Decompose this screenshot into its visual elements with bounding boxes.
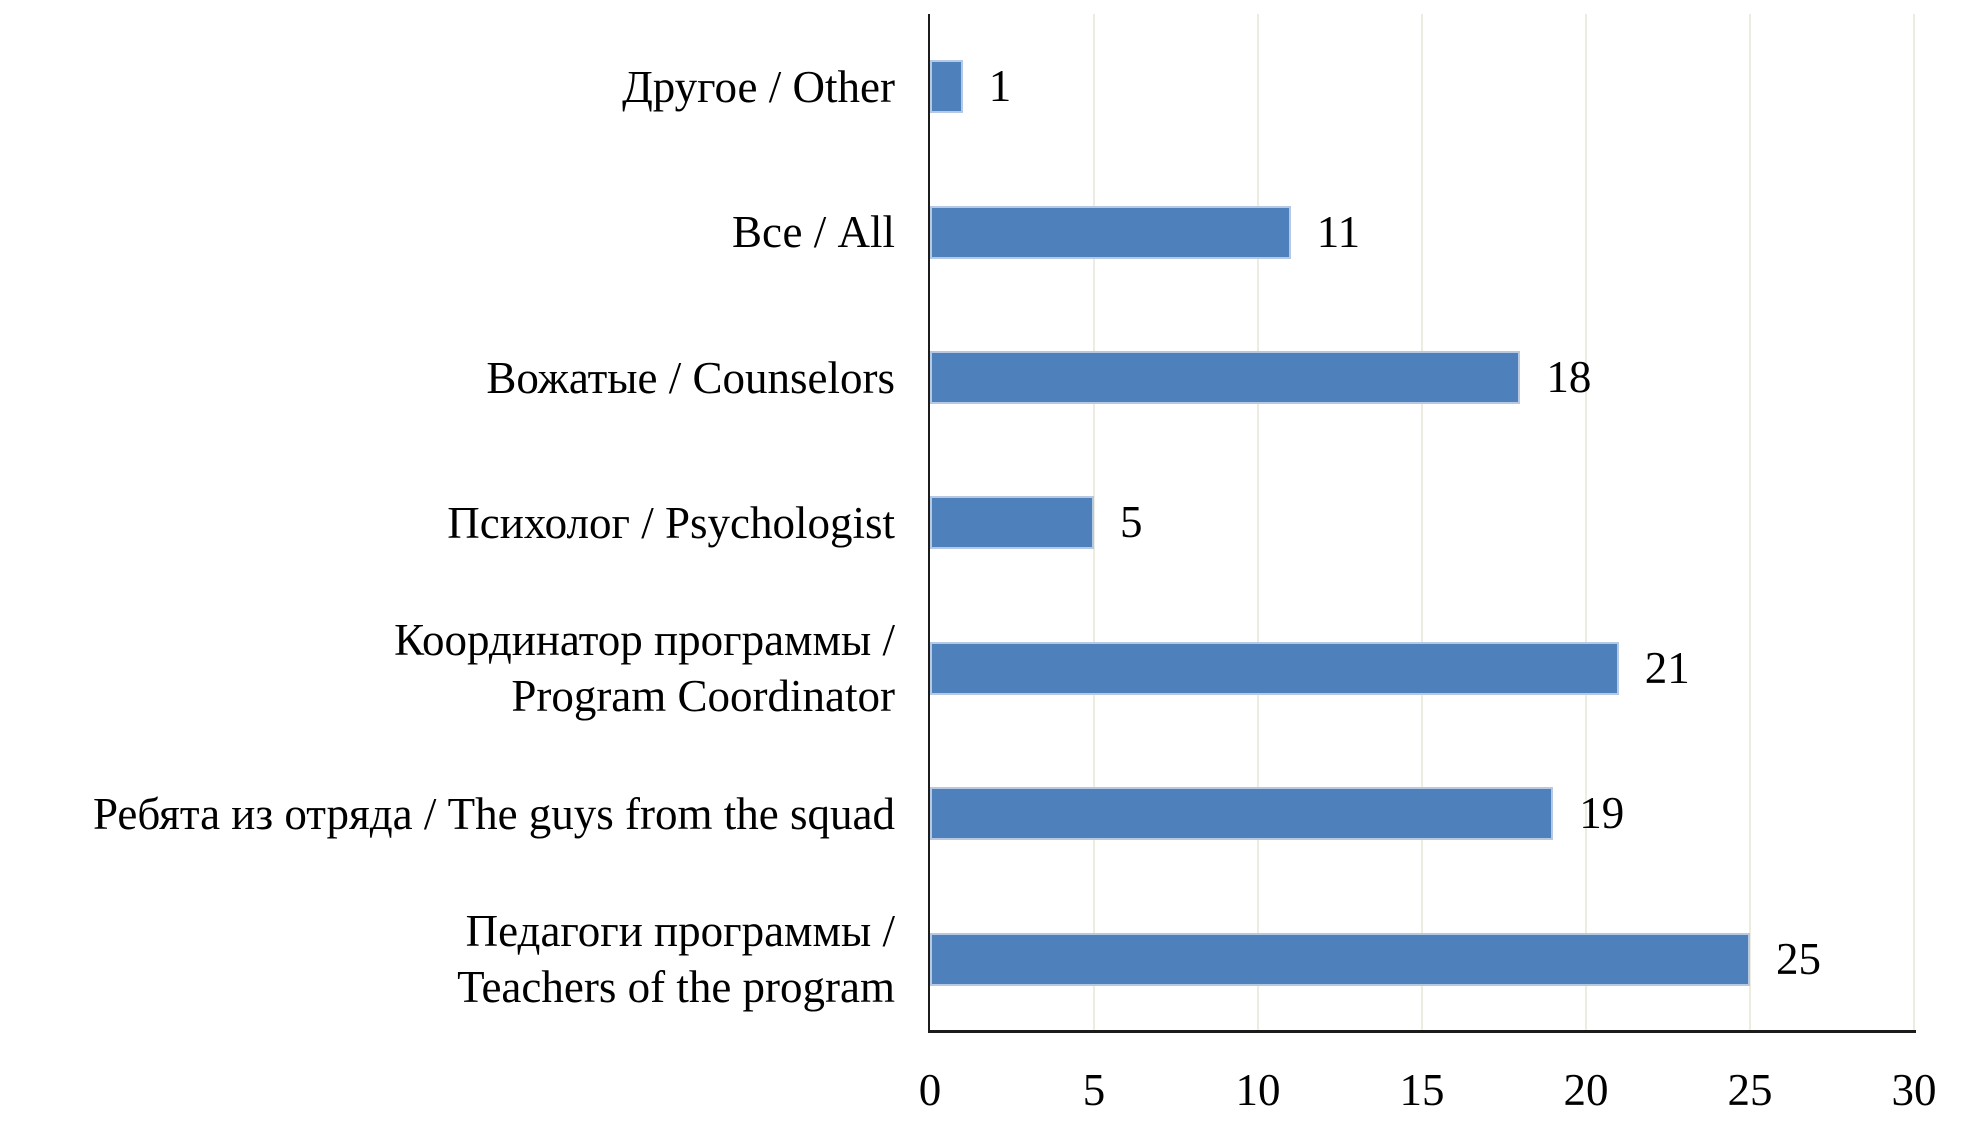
value-label: 18 (1546, 352, 1592, 403)
bar (930, 787, 1554, 841)
bar (930, 496, 1094, 550)
category-label: Педагоги программы / Teachers of the pro… (457, 906, 895, 1013)
category-axis: Другое / Other Все / All Вожатые / Couns… (0, 14, 895, 1032)
x-axis-tick-label: 15 (1399, 1065, 1445, 1115)
value-label: 19 (1579, 788, 1625, 839)
category-label: Ребята из отряда / The guys from the squ… (92, 788, 895, 839)
bar-row: 5 (930, 450, 1914, 595)
category-cell: Психолог / Psychologist (0, 450, 895, 595)
bar-row: 11 (930, 159, 1914, 304)
bar (930, 60, 963, 114)
value-label: 1 (988, 61, 1012, 112)
x-axis-tick-label: 30 (1891, 1065, 1937, 1115)
category-label: Вожатые / Counselors (486, 352, 895, 403)
category-cell: Вожатые / Counselors (0, 305, 895, 450)
bar-row: 18 (930, 305, 1914, 450)
gridline (1585, 14, 1587, 1032)
gridline (1421, 14, 1423, 1032)
bar-row: 21 (930, 596, 1914, 741)
bar-row: 19 (930, 741, 1914, 886)
x-axis-tick-label: 0 (918, 1065, 942, 1115)
y-axis-line (928, 14, 930, 1032)
category-cell: Все / All (0, 159, 895, 304)
plot-area: 1 11 18 5 21 19 25 (930, 14, 1915, 1032)
bar (930, 932, 1750, 986)
category-label: Другое / Other (622, 61, 895, 112)
bar (930, 351, 1521, 405)
category-label: Все / All (731, 207, 895, 258)
bar (930, 205, 1291, 259)
gridline (1913, 14, 1915, 1032)
gridline (1257, 14, 1259, 1032)
gridline-layer (930, 14, 1915, 1032)
x-axis-tick-label: 10 (1235, 1065, 1281, 1115)
category-cell: Ребята из отряда / The guys from the squ… (0, 741, 895, 886)
category-cell: Координатор программы / Program Coordina… (0, 596, 895, 741)
x-axis-tick-label: 5 (1082, 1065, 1106, 1115)
value-label: 5 (1120, 497, 1143, 548)
category-label: Координатор программы / Program Coordina… (394, 615, 895, 722)
x-axis-line (928, 1030, 1916, 1033)
value-label: 21 (1644, 642, 1690, 693)
x-axis-tick-label: 20 (1563, 1065, 1609, 1115)
x-axis-tick-label: 25 (1727, 1065, 1773, 1115)
gridline (1093, 14, 1095, 1032)
value-label: 25 (1776, 933, 1821, 984)
gridline (1749, 14, 1751, 1032)
bar-row: 1 (930, 14, 1914, 159)
bar (930, 641, 1619, 695)
x-axis-tick-labels: 0 5 10 15 20 25 30 (919, 1065, 1937, 1116)
category-label: Психолог / Psychologist (447, 497, 895, 548)
value-label: 11 (1316, 206, 1361, 257)
category-cell: Педагоги программы / Teachers of the pro… (0, 887, 895, 1032)
category-cell: Другое / Other (0, 14, 895, 159)
bar-row: 25 (930, 887, 1914, 1032)
